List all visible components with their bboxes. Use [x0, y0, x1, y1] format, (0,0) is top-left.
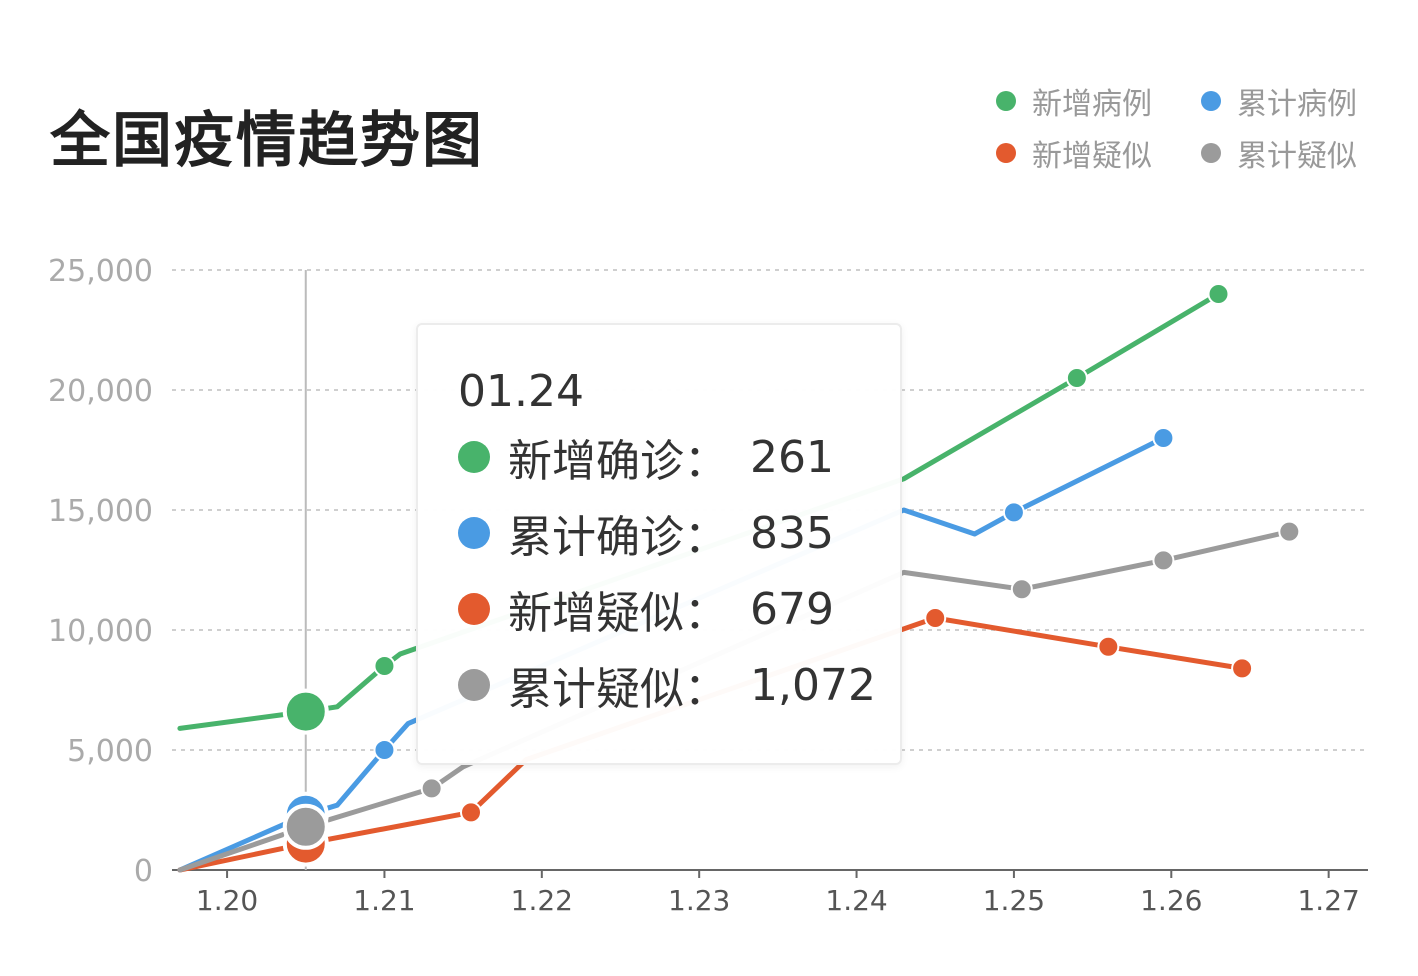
- series-dot-icon: [458, 441, 490, 473]
- data-point: [1278, 520, 1301, 543]
- y-tick-label: 5,000: [67, 734, 153, 769]
- data-point: [1231, 657, 1254, 680]
- data-point: [1065, 367, 1088, 389]
- tooltip-label: 累计疑似: [508, 664, 684, 715]
- legend-marker-icon: [996, 143, 1016, 163]
- tooltip-colon: ：: [684, 512, 728, 563]
- series-dot-icon: [458, 669, 490, 701]
- y-tick-label: 25,000: [48, 254, 153, 289]
- active-point: [282, 803, 329, 850]
- tooltip-date: 01.24: [458, 366, 584, 417]
- data-point: [1097, 635, 1120, 658]
- tooltip-label: 累计确诊: [508, 512, 684, 563]
- legend-item-new-cases[interactable]: 新增病例: [996, 84, 1201, 122]
- y-tick-label: 0: [134, 854, 153, 889]
- chart-title: 全国疫情趋势图: [50, 106, 484, 176]
- legend-item-total-suspected[interactable]: 累计疑似: [1201, 136, 1381, 174]
- y-tick-label: 10,000: [48, 614, 153, 649]
- series-dot-icon: [458, 593, 490, 625]
- legend: 新增病例 累计病例 新增疑似 累计疑似: [996, 84, 1381, 174]
- data-point: [1152, 427, 1175, 449]
- data-point: [1207, 283, 1230, 305]
- x-tick-label: 1.25: [983, 884, 1045, 917]
- legend-item-new-suspected[interactable]: 新增疑似: [996, 136, 1201, 174]
- x-tick-label: 1.27: [1297, 884, 1359, 917]
- legend-label: 新增疑似: [1032, 139, 1152, 174]
- legend-label: 新增病例: [1032, 87, 1152, 122]
- data-point: [1010, 578, 1033, 601]
- series-dot-icon: [458, 517, 490, 549]
- tooltip-colon: ：: [684, 664, 728, 715]
- legend-label: 累计病例: [1237, 87, 1357, 122]
- data-point: [373, 655, 396, 677]
- tooltip-colon: ：: [684, 436, 728, 487]
- y-tick-label: 20,000: [48, 374, 153, 409]
- legend-item-total-cases[interactable]: 累计病例: [1201, 84, 1381, 122]
- tooltip-value: 1,072: [750, 659, 876, 711]
- x-tick-label: 1.21: [353, 884, 415, 917]
- tooltip-row-total-suspected: 累计疑似 ： 1,072: [458, 647, 900, 723]
- legend-marker-icon: [1201, 91, 1221, 111]
- x-tick-label: 1.26: [1140, 884, 1202, 917]
- data-point: [1002, 501, 1025, 524]
- tooltip-row-new-suspected: 新增疑似 ： 679: [458, 571, 900, 647]
- x-tick-label: 1.22: [511, 884, 573, 917]
- legend-marker-icon: [1201, 143, 1221, 163]
- data-point: [924, 607, 947, 629]
- y-tick-label: 15,000: [48, 494, 153, 529]
- x-tick-label: 1.24: [825, 884, 887, 917]
- x-tick-label: 1.23: [668, 884, 730, 917]
- tooltip-colon: ：: [684, 588, 728, 639]
- data-point: [373, 739, 396, 761]
- data-point: [460, 801, 482, 824]
- tooltip-value: 835: [750, 507, 834, 559]
- x-tick-label: 1.20: [196, 884, 258, 917]
- tooltip-label: 新增确诊: [508, 436, 684, 487]
- active-point: [282, 688, 329, 735]
- legend-marker-icon: [996, 91, 1016, 111]
- legend-label: 累计疑似: [1237, 139, 1357, 174]
- data-point: [1152, 549, 1175, 572]
- tooltip-row-total-confirmed: 累计确诊 ： 835: [458, 495, 900, 571]
- tooltip-row-new-confirmed: 新增确诊 ： 261: [458, 419, 900, 495]
- tooltip-value: 679: [750, 583, 834, 635]
- tooltip-value: 261: [750, 431, 834, 483]
- tooltip: 01.24 新增确诊 ： 261 累计确诊 ： 835 新增疑似 ： 679 累…: [416, 323, 902, 765]
- tooltip-label: 新增疑似: [508, 588, 684, 639]
- data-point: [420, 777, 443, 800]
